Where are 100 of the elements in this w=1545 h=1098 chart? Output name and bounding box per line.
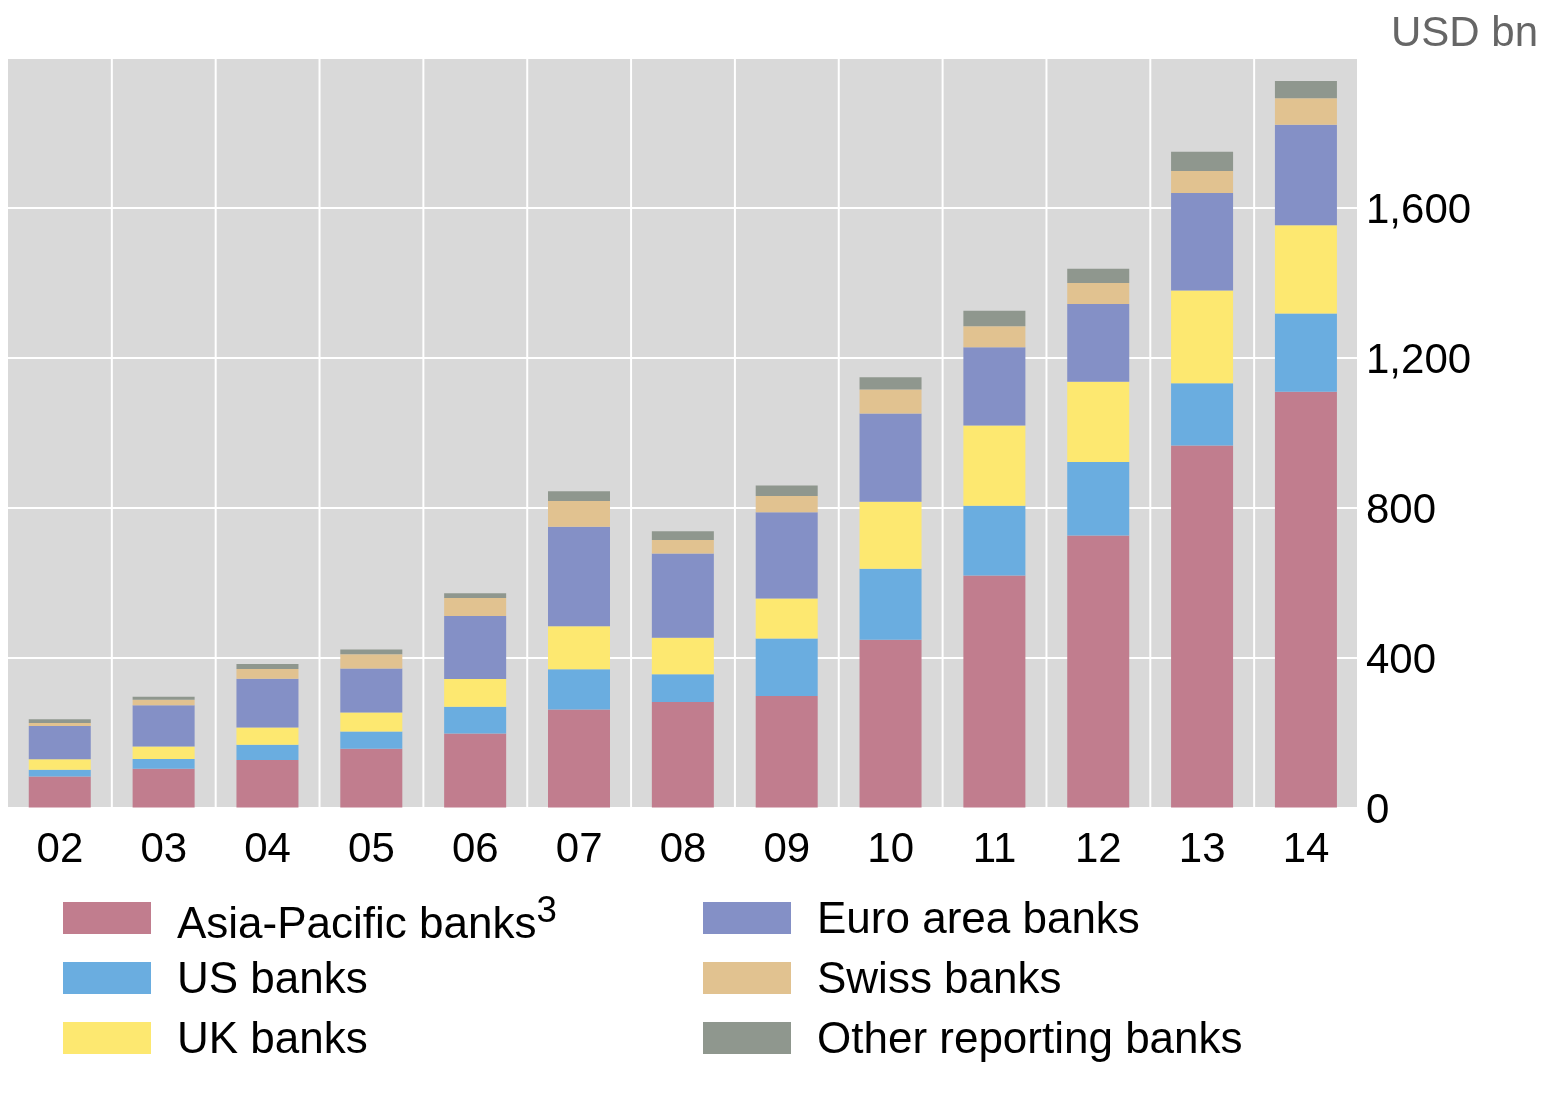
x-tick-label: 02 [36, 823, 84, 871]
x-tick-label: 09 [763, 823, 811, 871]
bar [1067, 283, 1130, 304]
bar [1067, 268, 1130, 283]
bar [236, 678, 299, 728]
bar [28, 725, 91, 760]
bar [236, 744, 299, 760]
bar [340, 654, 403, 669]
bar [963, 347, 1026, 426]
bar [548, 526, 610, 627]
bar [651, 539, 714, 554]
bar [444, 733, 507, 808]
bar [963, 326, 1026, 348]
bar [859, 568, 922, 640]
x-tick-label: 03 [140, 823, 188, 871]
bar [755, 695, 818, 808]
bar [651, 553, 714, 638]
bar [755, 638, 818, 696]
bar [859, 377, 922, 390]
y-tick-label: 1,200 [1366, 334, 1472, 382]
bar [340, 712, 403, 732]
bar [1274, 124, 1337, 226]
bar [340, 731, 403, 749]
bar [1274, 98, 1337, 125]
legend-label: Asia-Pacific banks$^{3}$ [177, 888, 557, 948]
bar [548, 626, 610, 670]
y-tick-label: 800 [1366, 484, 1437, 532]
bar [755, 496, 818, 513]
legend-label: UK banks [177, 1013, 368, 1063]
bar [963, 310, 1026, 327]
bar [1274, 391, 1337, 808]
legend-label: Euro area banks [817, 893, 1140, 943]
bar [859, 389, 922, 414]
bar [651, 674, 714, 702]
bar [444, 706, 507, 734]
bar [132, 758, 195, 769]
bar [755, 512, 818, 599]
bar [444, 616, 507, 679]
x-tick-label: 12 [1075, 823, 1122, 871]
bar [444, 598, 507, 616]
bar [755, 485, 818, 496]
y-tick-label: 1,600 [1366, 184, 1472, 232]
bar [444, 593, 507, 598]
bar [236, 760, 299, 808]
bar [340, 668, 403, 713]
y-axis-title: USD bn [1390, 8, 1538, 56]
bar [755, 598, 818, 639]
y-tick-label: 400 [1366, 634, 1437, 682]
bar [28, 769, 91, 777]
bar [1171, 290, 1234, 384]
bar [651, 531, 714, 540]
x-tick-label: 14 [1282, 823, 1330, 871]
bar [444, 679, 507, 707]
bar [1067, 381, 1130, 462]
bar [651, 637, 714, 675]
bar [1067, 535, 1130, 808]
x-tick-label: 08 [659, 823, 707, 871]
bar [859, 501, 922, 569]
bar [132, 696, 195, 700]
x-tick-label: 11 [972, 823, 1017, 871]
legend-label: US banks [177, 953, 368, 1003]
x-tick-label: 05 [348, 823, 395, 871]
bar [132, 768, 195, 808]
legend-label: Swiss banks [817, 953, 1062, 1003]
bar [28, 776, 91, 808]
bar [1171, 170, 1234, 193]
bar [963, 575, 1026, 808]
bar [1171, 151, 1234, 171]
bar [548, 709, 610, 808]
x-tick-label: 10 [867, 823, 915, 871]
bar [859, 413, 922, 502]
bar [548, 500, 610, 527]
bar [236, 664, 299, 669]
x-tick-label: 06 [451, 823, 499, 871]
bar [1171, 383, 1234, 446]
bar [132, 705, 195, 747]
bar [963, 425, 1026, 506]
bar [1274, 313, 1337, 392]
bar [651, 701, 714, 808]
bar [1171, 445, 1234, 808]
x-tick-label: 07 [555, 823, 603, 871]
x-tick-label: 04 [244, 823, 291, 871]
bar [1171, 193, 1234, 291]
bar [236, 727, 299, 745]
bar [236, 668, 299, 679]
bar [1274, 225, 1337, 314]
bar [1274, 80, 1337, 99]
x-tick-label: 13 [1178, 823, 1226, 871]
bar [132, 746, 195, 759]
bar [340, 649, 403, 655]
bar [963, 505, 1026, 576]
bar [548, 491, 610, 501]
bar [1067, 304, 1130, 382]
bar [28, 759, 91, 770]
legend-label: Other reporting banks [817, 1013, 1243, 1063]
bar [1067, 461, 1130, 536]
bar [340, 748, 403, 808]
bar [859, 639, 922, 808]
bar [548, 669, 610, 710]
y-tick-label: 0 [1366, 784, 1390, 832]
